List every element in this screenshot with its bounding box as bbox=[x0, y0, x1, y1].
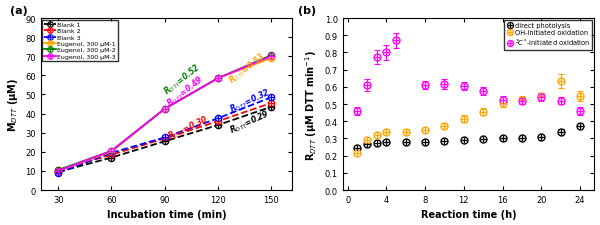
Line: $^3\!C^*$-initiated oxidation: $^3\!C^*$-initiated oxidation bbox=[354, 38, 583, 115]
$^3\!C^*$-initiated oxidation bbox=[460, 85, 467, 88]
OH-initiated oxidation bbox=[373, 134, 380, 137]
OH-initiated oxidation bbox=[479, 111, 487, 114]
$^3\!C^*$-initiated oxidation bbox=[364, 84, 371, 87]
$^3\!C^*$-initiated oxidation bbox=[441, 83, 448, 86]
OH-initiated oxidation bbox=[577, 95, 584, 98]
direct photolysis bbox=[499, 137, 506, 140]
Y-axis label: M$_{DTT}$ (μM): M$_{DTT}$ (μM) bbox=[5, 78, 20, 131]
direct photolysis bbox=[354, 147, 361, 150]
direct photolysis bbox=[460, 139, 467, 142]
direct photolysis bbox=[518, 137, 526, 139]
$^3\!C^*$-initiated oxidation bbox=[518, 100, 526, 103]
direct photolysis bbox=[421, 141, 428, 144]
OH-initiated oxidation bbox=[538, 95, 545, 98]
Text: (a): (a) bbox=[10, 6, 28, 16]
$^3\!C^*$-initiated oxidation bbox=[392, 40, 400, 43]
OH-initiated oxidation bbox=[421, 129, 428, 132]
direct photolysis bbox=[441, 140, 448, 143]
direct photolysis bbox=[577, 126, 584, 128]
Text: R$_{DTT}$=0.32: R$_{DTT}$=0.32 bbox=[228, 86, 273, 115]
OH-initiated oxidation bbox=[460, 118, 467, 120]
direct photolysis bbox=[373, 142, 380, 144]
$^3\!C^*$-initiated oxidation bbox=[538, 96, 545, 99]
Line: OH-initiated oxidation: OH-initiated oxidation bbox=[354, 78, 583, 157]
direct photolysis bbox=[383, 141, 390, 144]
Legend: direct photolysis, OH-initiated oxidation, $^3\!C^*$-initiated oxidation: direct photolysis, OH-initiated oxidatio… bbox=[504, 21, 592, 51]
OH-initiated oxidation bbox=[518, 99, 526, 102]
X-axis label: Reaction time (h): Reaction time (h) bbox=[421, 209, 517, 219]
Text: (b): (b) bbox=[298, 6, 316, 16]
$^3\!C^*$-initiated oxidation bbox=[499, 99, 506, 102]
OH-initiated oxidation bbox=[354, 152, 361, 155]
OH-initiated oxidation bbox=[402, 131, 409, 133]
$^3\!C^*$-initiated oxidation bbox=[383, 52, 390, 54]
direct photolysis bbox=[402, 141, 409, 144]
OH-initiated oxidation bbox=[383, 131, 390, 134]
Text: R$_{DTT}$=0.30: R$_{DTT}$=0.30 bbox=[166, 112, 211, 142]
$^3\!C^*$-initiated oxidation bbox=[373, 56, 380, 59]
Legend: Blank 1, Blank 2, Blank 3, Eugenol, 300 μM-1, Eugenol, 300 μM-2, Eugenol, 300 μM: Blank 1, Blank 2, Blank 3, Eugenol, 300 … bbox=[43, 21, 118, 61]
direct photolysis bbox=[364, 144, 371, 146]
direct photolysis bbox=[557, 131, 564, 133]
OH-initiated oxidation bbox=[441, 125, 448, 127]
OH-initiated oxidation bbox=[557, 80, 564, 83]
Text: R$_{DTT}$=0.52: R$_{DTT}$=0.52 bbox=[161, 61, 203, 98]
$^3\!C^*$-initiated oxidation bbox=[557, 100, 564, 103]
$^3\!C^*$-initiated oxidation bbox=[479, 90, 487, 93]
OH-initiated oxidation bbox=[364, 139, 371, 142]
direct photolysis bbox=[479, 138, 487, 141]
$^3\!C^*$-initiated oxidation bbox=[354, 110, 361, 113]
$^3\!C^*$-initiated oxidation bbox=[421, 84, 428, 87]
Line: direct photolysis: direct photolysis bbox=[354, 123, 583, 152]
Y-axis label: R$_{DTT}$ (μM DTT min$^{-1}$): R$_{DTT}$ (μM DTT min$^{-1}$) bbox=[304, 49, 319, 160]
X-axis label: Incubation time (min): Incubation time (min) bbox=[107, 209, 226, 219]
$^3\!C^*$-initiated oxidation bbox=[577, 110, 584, 113]
Text: R$_{DTT}$=0.49: R$_{DTT}$=0.49 bbox=[164, 73, 206, 109]
Text: R$_{DTT}$=0.29: R$_{DTT}$=0.29 bbox=[228, 107, 272, 136]
Text: R$_{DTT}$=0.53: R$_{DTT}$=0.53 bbox=[226, 50, 268, 86]
direct photolysis bbox=[538, 136, 545, 138]
OH-initiated oxidation bbox=[499, 102, 506, 105]
